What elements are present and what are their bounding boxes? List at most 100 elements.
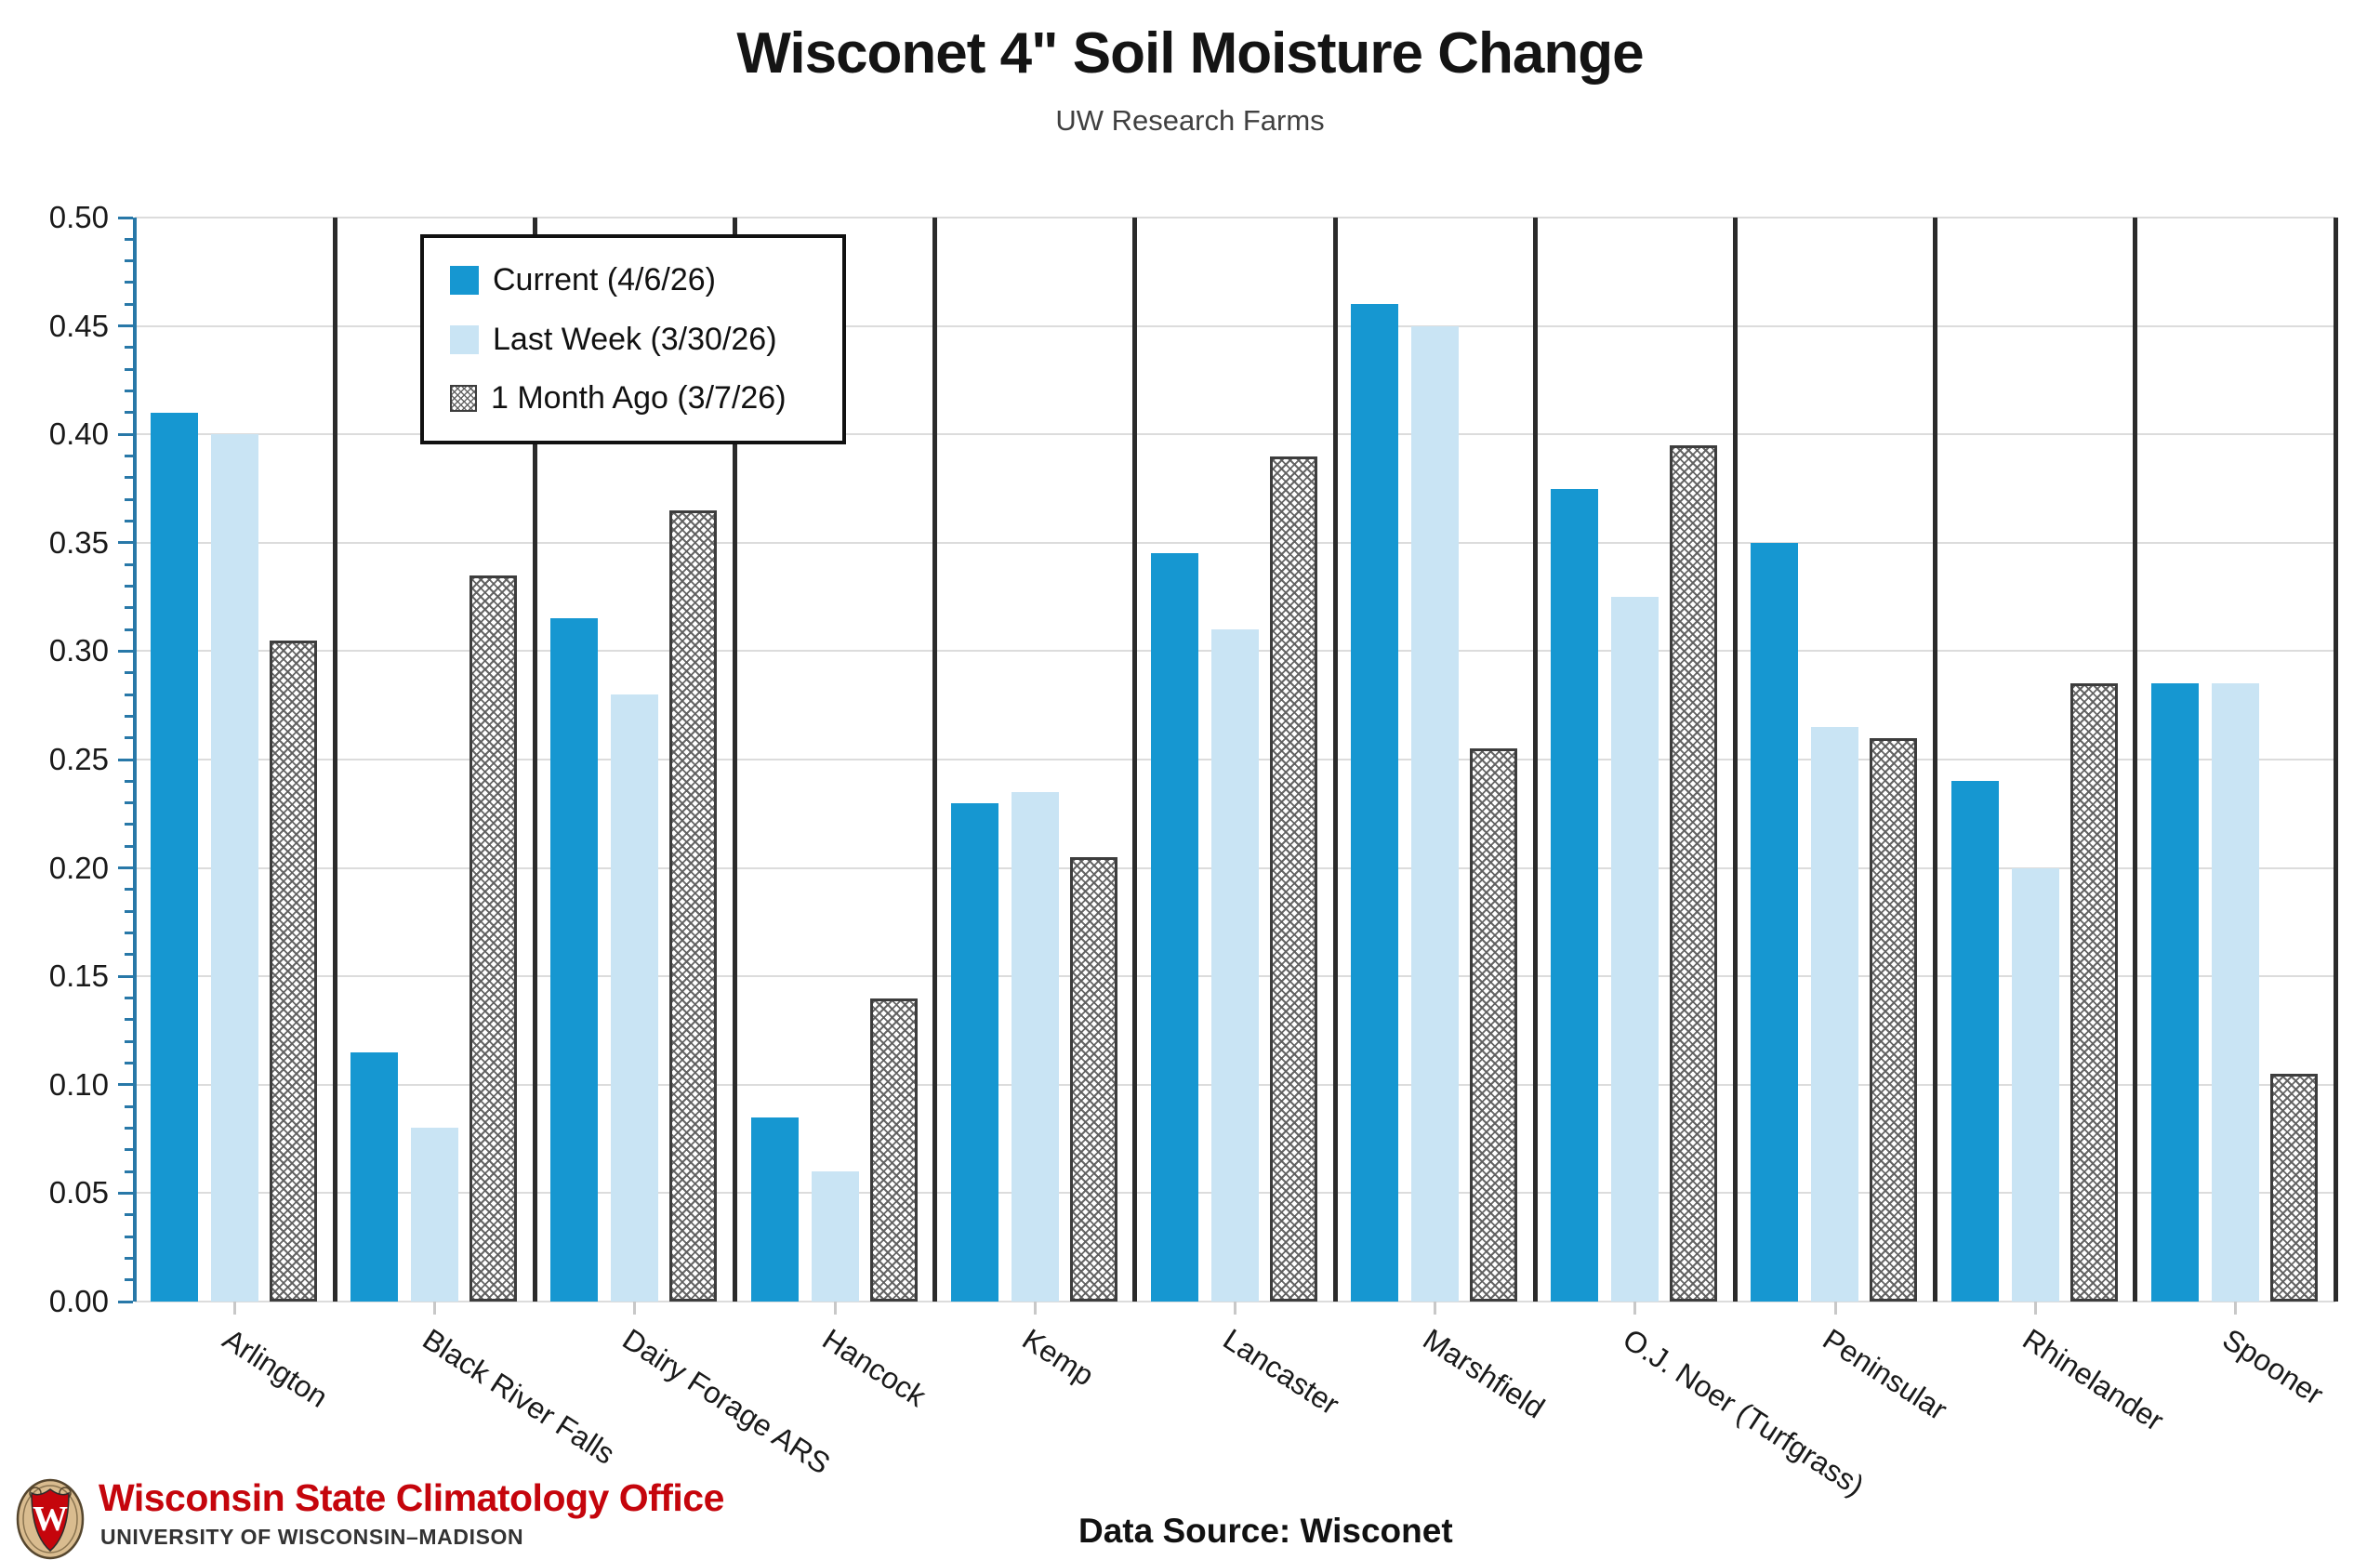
y-tick-label: 0.50 [48,200,109,234]
footer-org-subtitle: UNIVERSITY OF WISCONSIN–MADISON [100,1525,524,1549]
bar-hancock-s2 [869,998,918,1302]
x-category-label: Hancock [816,1322,932,1413]
bar-marshfield-s2 [1470,748,1518,1302]
legend-item-current: Current (4/6/26) [450,262,816,298]
group-divider [932,218,938,1302]
y-minor-tick [125,779,133,783]
bar-kemp-s1 [1011,791,1059,1302]
x-category-label: Marshfield [1417,1322,1551,1425]
bar-dairy-forage-ars-s2 [669,509,718,1302]
group-divider [1532,218,1538,1302]
bar-hancock-s0 [750,1117,799,1302]
bar-rhinelander-s1 [2011,867,2059,1302]
y-minor-tick [125,844,133,848]
footer-org-name: Wisconsin State Climatology Office [99,1476,724,1519]
bar-o-j-noer-turfgrass--s2 [1670,444,1718,1302]
y-minor-tick [125,1039,133,1043]
bar-kemp-s0 [950,802,998,1302]
bar-marshfield-s1 [1411,325,1460,1302]
y-tick-label: 0.35 [48,524,109,560]
group-divider [1933,218,1938,1302]
page-subtitle: UW Research Farms [1055,104,1325,137]
month-ago-series-swatch-icon [450,385,477,412]
bar-arlington-s2 [270,640,318,1302]
bar-o-j-noer-turfgrass--s0 [1551,488,1599,1302]
y-tick-label: 0.30 [48,633,109,668]
bar-o-j-noer-turfgrass--s1 [1611,597,1659,1302]
bar-peninsular-s2 [1870,737,1918,1302]
legend-item-last-week: Last Week (3/30/26) [450,322,816,358]
bar-rhinelander-s2 [2069,683,2118,1302]
x-category-label: Black River Falls [416,1322,621,1471]
group-divider [332,218,337,1302]
y-axis-line [133,218,137,1302]
group-divider [1732,218,1738,1302]
legend-label: 1 Month Ago (3/7/26) [491,380,787,416]
x-tick [233,1302,237,1315]
x-tick [1033,1302,1037,1315]
y-minor-tick [125,346,133,350]
x-category-label: Dairy Forage ARS [616,1322,837,1481]
y-minor-tick [125,1256,133,1260]
x-category-label: Spooner [2216,1322,2330,1412]
y-minor-tick [125,519,133,522]
y-minor-tick [125,476,133,480]
y-tick-label: 0.15 [48,958,109,994]
y-minor-tick [125,714,133,718]
bar-peninsular-s0 [1751,542,1799,1302]
y-major-tick [118,866,133,870]
bar-spooner-s2 [2269,1074,2318,1302]
x-category-label: Peninsular [1817,1322,1953,1427]
y-minor-tick [125,628,133,631]
bar-rhinelander-s0 [1950,781,1999,1302]
y-major-tick [118,432,133,436]
y-minor-tick [125,932,133,935]
y-minor-tick [125,455,133,458]
y-minor-tick [125,302,133,306]
bar-black-river-falls-s0 [350,1051,399,1302]
bar-black-river-falls-s2 [469,575,518,1302]
y-minor-tick [125,497,133,501]
y-minor-tick [125,1213,133,1217]
y-gridline [135,324,2335,327]
group-divider [1332,218,1338,1302]
x-tick [433,1302,437,1315]
x-category-label: Lancaster [1216,1322,1345,1421]
y-minor-tick [125,1126,133,1130]
x-category-label: Rhinelander [2016,1322,2170,1438]
y-minor-tick [125,1235,133,1238]
y-minor-tick [125,584,133,588]
y-major-tick [118,216,133,219]
y-minor-tick [125,1278,133,1282]
page-title: Wisconet 4" Soil Moisture Change [736,21,1644,86]
y-major-tick [118,324,133,328]
y-minor-tick [125,997,133,1000]
y-tick-label: 0.10 [48,1066,109,1102]
y-minor-tick [125,1104,133,1108]
bar-lancaster-s2 [1269,456,1317,1302]
group-divider [2333,218,2338,1302]
y-tick-label: 0.20 [48,850,109,885]
y-major-tick [118,758,133,761]
y-tick-label: 0.05 [48,1175,109,1210]
y-minor-tick [125,367,133,371]
bar-marshfield-s0 [1351,304,1399,1302]
y-tick-label: 0.00 [48,1284,109,1318]
bar-arlington-s0 [150,412,198,1302]
y-minor-tick [125,562,133,566]
y-minor-tick [125,1061,133,1064]
y-tick-label: 0.45 [48,308,109,343]
group-divider [2133,218,2138,1302]
y-tick-label: 0.25 [48,742,109,776]
y-minor-tick [125,801,133,805]
x-tick [1234,1302,1236,1315]
y-minor-tick [125,1018,133,1022]
y-major-tick [118,1191,133,1195]
bar-hancock-s1 [811,1171,859,1302]
legend-label: Last Week (3/30/26) [493,321,777,357]
x-tick [633,1302,637,1315]
y-minor-tick [125,411,133,415]
y-gridline [135,433,2335,436]
current-series-swatch-icon [450,266,479,295]
